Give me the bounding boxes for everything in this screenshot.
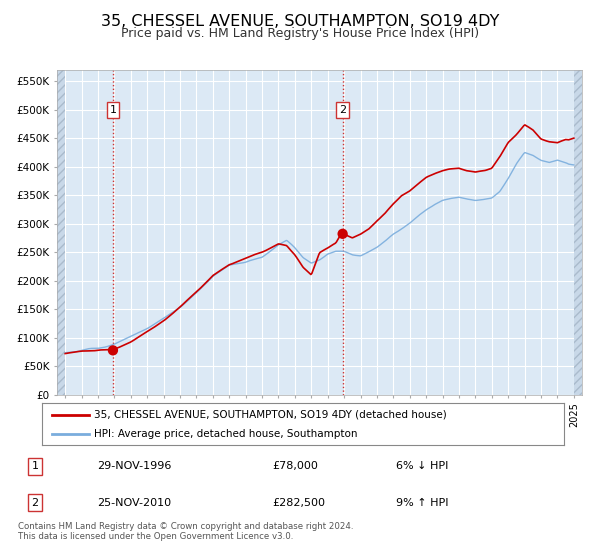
Point [108, 346, 118, 355]
Bar [574, 70, 582, 395]
Text: 6% ↓ HPI: 6% ↓ HPI [396, 461, 448, 471]
Text: Contains HM Land Registry data © Crown copyright and database right 2024.
This d: Contains HM Land Registry data © Crown c… [18, 522, 353, 542]
Text: HPI: Average price, detached house, Southampton: HPI: Average price, detached house, Sout… [94, 429, 358, 439]
Text: 25-NOV-2010: 25-NOV-2010 [97, 498, 171, 507]
Text: 2: 2 [31, 498, 38, 507]
Text: £78,000: £78,000 [272, 461, 317, 471]
Point [338, 230, 347, 239]
Bar [57, 70, 65, 395]
Text: 2: 2 [339, 105, 346, 115]
Text: £282,500: £282,500 [272, 498, 325, 507]
Text: 1: 1 [31, 461, 38, 471]
Text: Price paid vs. HM Land Registry's House Price Index (HPI): Price paid vs. HM Land Registry's House … [121, 27, 479, 40]
Text: 29-NOV-1996: 29-NOV-1996 [97, 461, 172, 471]
Text: 9% ↑ HPI: 9% ↑ HPI [396, 498, 448, 507]
Text: 35, CHESSEL AVENUE, SOUTHAMPTON, SO19 4DY: 35, CHESSEL AVENUE, SOUTHAMPTON, SO19 4D… [101, 14, 499, 29]
Text: 35, CHESSEL AVENUE, SOUTHAMPTON, SO19 4DY (detached house): 35, CHESSEL AVENUE, SOUTHAMPTON, SO19 4D… [94, 409, 447, 419]
Text: 1: 1 [109, 105, 116, 115]
